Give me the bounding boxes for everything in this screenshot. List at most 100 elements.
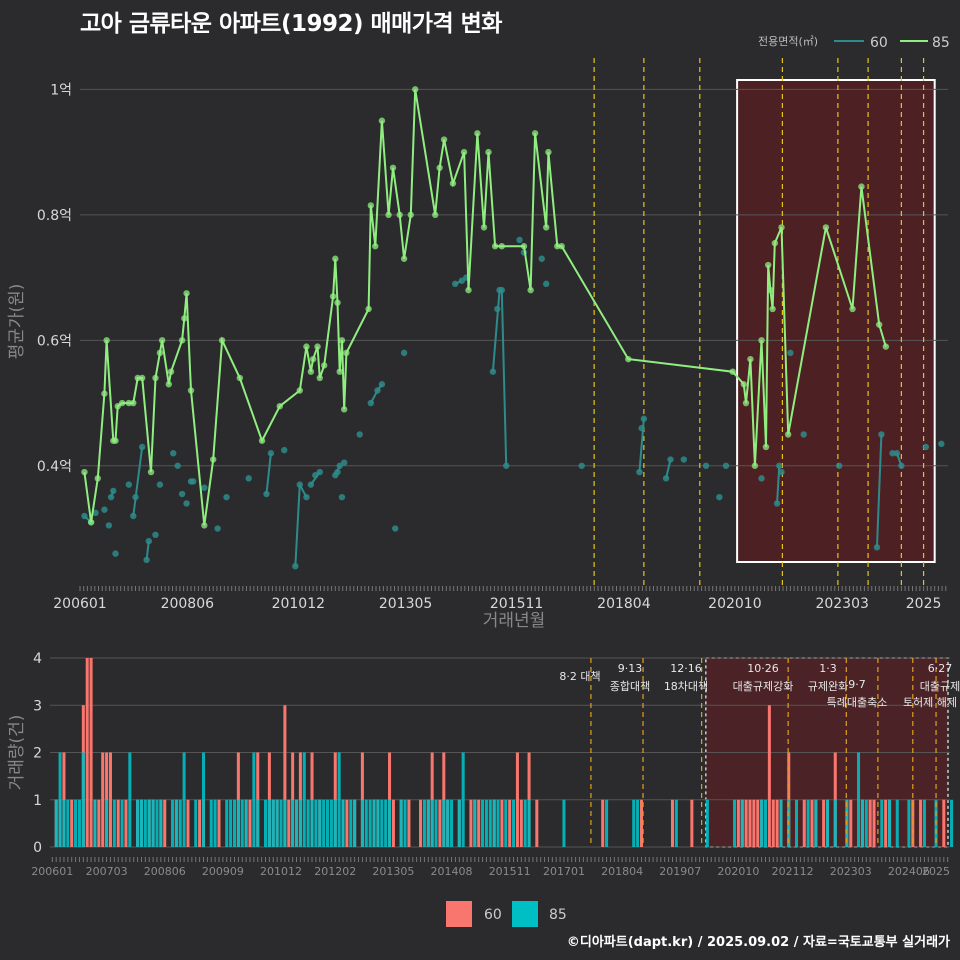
bar-85 [857,752,861,847]
bar-85 [504,799,508,847]
series-60-point [374,387,381,394]
bar-85 [318,799,322,847]
series-85-point [440,136,448,143]
series-85-point [103,337,110,344]
bar-x-tick-label: 201804 [601,865,643,878]
bar-x-tick-label: 200909 [202,865,244,878]
bar-85 [806,799,810,847]
series-85-point [332,255,339,262]
series-85-point [94,475,101,482]
bar-x-tick-label: 201012 [260,865,302,878]
x-tick-label: 200601 [53,596,106,612]
bar-85 [306,799,310,847]
bar-60 [822,799,826,847]
series-60-point [303,493,310,501]
x-tick-label: 200806 [161,596,215,612]
bar-85 [674,799,678,847]
bar-60 [163,799,167,847]
x-tick-label: 2025 [906,596,942,612]
series-60-point [680,456,688,463]
series-85-point [183,290,190,297]
series-60-point [156,481,164,488]
series-60-point [538,255,545,262]
bar-85 [225,799,229,847]
bar-x-tick-label: 2025 [922,865,950,878]
bar-60 [345,799,349,847]
policy-annotation: 9·13 [618,662,643,675]
x-tick-label: 201804 [597,596,651,612]
bar-85 [240,799,244,847]
bar-60 [942,799,946,847]
bar-85 [174,799,178,847]
series-60-point [367,399,375,407]
series-60-line [875,434,883,548]
bar-x-tick-label: 201701 [543,865,585,878]
series-60-point [516,236,523,244]
bar-60 [116,799,120,847]
bar-85 [481,799,485,847]
bar-y-tick-label: 3 [33,698,42,714]
series-85-point [303,343,310,350]
series-85-point [778,224,785,231]
bar-85 [732,799,737,847]
bar-x-tick-label: 202112 [772,865,814,878]
bar-85 [457,799,461,847]
bar-85 [143,799,147,847]
bar-60 [70,799,74,847]
bar-60 [508,799,512,847]
bar-85 [376,799,380,847]
series-85-point [152,374,159,382]
series-60-line [132,446,144,517]
bar-60 [438,799,442,847]
bar-85 [368,799,372,847]
bar-x-tick-label: 201305 [372,865,414,878]
series-60-point [667,456,674,463]
series-85-point [378,117,386,124]
series-60-point [702,462,710,469]
bar-x-tick-label: 200703 [86,865,128,878]
bar-85 [283,799,287,847]
bar-85 [139,799,143,847]
bar-85 [473,799,477,847]
series-60-point [316,468,323,476]
bar-85 [605,799,609,847]
footer-credit: ©디아파트(dapt.kr) / 2025.09.02 / 자료=국토교통부 실… [566,935,950,950]
bar-y-tick-label: 4 [33,651,42,667]
bar-60 [469,799,473,847]
bar-85 [279,799,283,847]
bar-60 [419,799,423,847]
bar-85 [705,799,709,847]
bar-85 [527,799,531,847]
bar-60 [748,799,752,847]
series-60-point [938,440,945,448]
series-60-point [458,277,466,284]
series-85-point [276,402,283,410]
series-85-point [412,86,419,93]
y-axis-label: 평균가(원) [7,284,27,360]
series-85-point [474,130,481,137]
bar-85 [864,799,868,847]
bar-85 [298,799,302,847]
bar-85 [636,799,640,847]
series-60-point [145,537,153,545]
series-85-point [764,261,772,269]
bar-60 [756,799,760,847]
series-60-point [392,525,399,532]
bar-60 [771,799,775,847]
bar-85 [267,799,271,847]
series-60-point [489,368,497,375]
series-60-point [640,415,648,422]
series-85-point [849,305,856,313]
bar-85 [178,799,182,847]
bar-85 [326,799,330,847]
series-85-point [480,224,488,231]
series-85-point [460,148,468,156]
series-85-point [400,255,408,262]
series-85-point [340,406,348,413]
bar-85 [826,799,830,847]
bar-85 [213,799,217,847]
bar-85 [147,799,151,847]
bar-60 [810,799,814,847]
bar-85 [845,799,849,847]
